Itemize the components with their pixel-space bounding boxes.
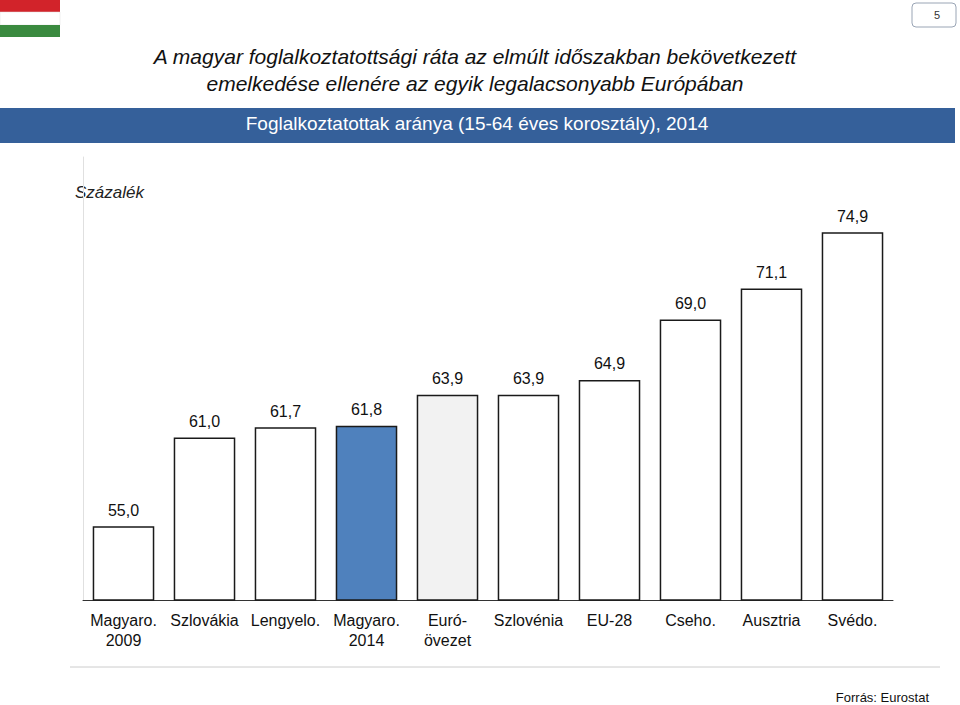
svg-text:EU-28: EU-28	[587, 612, 632, 629]
svg-text:Svédo.: Svédo.	[828, 612, 878, 629]
svg-text:63,9: 63,9	[513, 370, 544, 387]
svg-text:55,0: 55,0	[108, 502, 139, 519]
svg-text:Magyaro.: Magyaro.	[333, 612, 400, 629]
svg-text:Szlovénia: Szlovénia	[494, 612, 563, 629]
svg-text:2009: 2009	[106, 632, 142, 649]
svg-text:emelkedése ellenére az egyik l: emelkedése ellenére az egyik legalacsony…	[206, 72, 743, 95]
svg-text:5: 5	[934, 9, 940, 21]
svg-text:69,0: 69,0	[675, 295, 706, 312]
svg-text:Euró-: Euró-	[428, 612, 467, 629]
svg-text:Lengyelo.: Lengyelo.	[251, 612, 320, 629]
svg-text:63,9: 63,9	[432, 370, 463, 387]
svg-text:61,8: 61,8	[351, 401, 382, 418]
svg-text:Cseho.: Cseho.	[665, 612, 716, 629]
svg-text:61,7: 61,7	[270, 403, 301, 420]
svg-text:Magyaro.: Magyaro.	[90, 612, 157, 629]
svg-text:Szlovákia: Szlovákia	[170, 612, 239, 629]
svg-text:övezet: övezet	[424, 632, 472, 649]
svg-text:Ausztria: Ausztria	[743, 612, 801, 629]
svg-text:64,9: 64,9	[594, 355, 625, 372]
svg-text:Százalék: Százalék	[75, 183, 145, 202]
svg-text:71,1: 71,1	[756, 264, 787, 281]
svg-text:2014: 2014	[349, 632, 385, 649]
svg-text:61,0: 61,0	[189, 413, 220, 430]
svg-text:Foglalkoztatottak aránya (15-6: Foglalkoztatottak aránya (15-64 éves kor…	[246, 113, 709, 134]
svg-text:A magyar foglalkoztatottsági r: A magyar foglalkoztatottsági ráta az elm…	[152, 45, 798, 68]
svg-text:74,9: 74,9	[837, 208, 868, 225]
svg-text:Forrás: Eurostat: Forrás: Eurostat	[836, 690, 930, 705]
